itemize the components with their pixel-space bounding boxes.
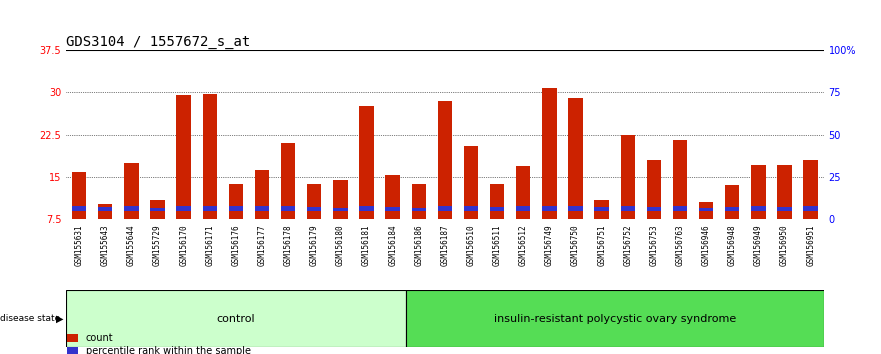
Bar [463,206,478,211]
Bar [673,140,687,219]
Bar [803,160,818,219]
Bar [203,206,217,211]
Text: GSM155643: GSM155643 [100,224,110,266]
Bar [516,166,530,219]
Bar [699,207,714,211]
Bar [673,206,687,211]
Text: GSM156949: GSM156949 [754,224,763,266]
Text: GSM156180: GSM156180 [336,224,344,266]
Bar [411,208,426,211]
Text: GSM156951: GSM156951 [806,224,815,266]
Text: GSM156749: GSM156749 [545,224,554,266]
Bar [386,207,400,211]
Bar [72,206,86,211]
Bar [307,184,322,219]
Bar [725,185,739,219]
Text: GSM156950: GSM156950 [780,224,789,266]
Bar [333,180,348,219]
Bar [176,95,191,219]
Text: GSM156179: GSM156179 [310,224,319,266]
Text: GSM156170: GSM156170 [179,224,189,266]
Bar [281,143,295,219]
Text: GSM156511: GSM156511 [492,224,501,266]
Bar [777,165,792,219]
Text: insulin-resistant polycystic ovary syndrome: insulin-resistant polycystic ovary syndr… [493,314,736,324]
Bar [542,206,557,211]
Bar [124,163,138,219]
Bar [386,175,400,219]
Text: GSM156176: GSM156176 [232,224,241,266]
Text: GSM156186: GSM156186 [414,224,423,266]
Bar [151,200,165,219]
Bar [438,206,452,211]
Bar [542,88,557,219]
Bar [124,206,138,211]
Bar [229,184,243,219]
Text: GSM156753: GSM156753 [649,224,658,266]
Text: GSM156187: GSM156187 [440,224,449,266]
Text: GSM155729: GSM155729 [153,224,162,266]
Bar [516,206,530,211]
Bar [151,208,165,211]
Bar [463,146,478,219]
Text: GSM156752: GSM156752 [623,224,633,266]
Bar [307,207,322,211]
Text: GSM156763: GSM156763 [676,224,685,266]
Text: GSM156751: GSM156751 [597,224,606,266]
Text: GSM155644: GSM155644 [127,224,136,266]
Text: GSM156512: GSM156512 [519,224,528,266]
Text: GSM156178: GSM156178 [284,224,292,266]
Text: GSM156184: GSM156184 [389,224,397,266]
Bar [98,204,113,219]
Bar [229,206,243,211]
Bar [620,135,635,219]
Text: GSM156946: GSM156946 [701,224,711,266]
Bar [490,184,504,219]
Text: control: control [217,314,255,324]
Bar [333,207,348,211]
Bar [647,207,661,211]
Bar [803,206,818,211]
Legend: count, percentile rank within the sample: count, percentile rank within the sample [67,333,251,354]
Text: GSM156510: GSM156510 [467,224,476,266]
Text: disease state: disease state [0,314,60,323]
Bar [595,200,609,219]
Bar [438,101,452,219]
Bar [751,165,766,219]
Bar [490,207,504,211]
Bar [406,290,824,347]
Bar [66,290,406,347]
Bar [72,172,86,219]
Bar [359,206,374,211]
Bar [255,170,270,219]
Bar [281,206,295,211]
Bar [255,206,270,211]
Text: GSM156177: GSM156177 [257,224,267,266]
Bar [647,160,661,219]
Bar [359,106,374,219]
Text: GSM156750: GSM156750 [571,224,580,266]
Text: GSM156171: GSM156171 [205,224,214,266]
Bar [176,206,191,211]
Text: ▶: ▶ [56,314,63,324]
Bar [98,207,113,211]
Bar [568,98,582,219]
Text: GSM155631: GSM155631 [75,224,84,266]
Text: GSM156948: GSM156948 [728,224,737,266]
Bar [699,202,714,219]
Bar [725,207,739,211]
Bar [568,206,582,211]
Bar [777,207,792,211]
Bar [411,184,426,219]
Text: GDS3104 / 1557672_s_at: GDS3104 / 1557672_s_at [66,35,250,48]
Bar [203,94,217,219]
Bar [595,207,609,211]
Text: GSM156181: GSM156181 [362,224,371,266]
Bar [620,206,635,211]
Bar [751,206,766,211]
